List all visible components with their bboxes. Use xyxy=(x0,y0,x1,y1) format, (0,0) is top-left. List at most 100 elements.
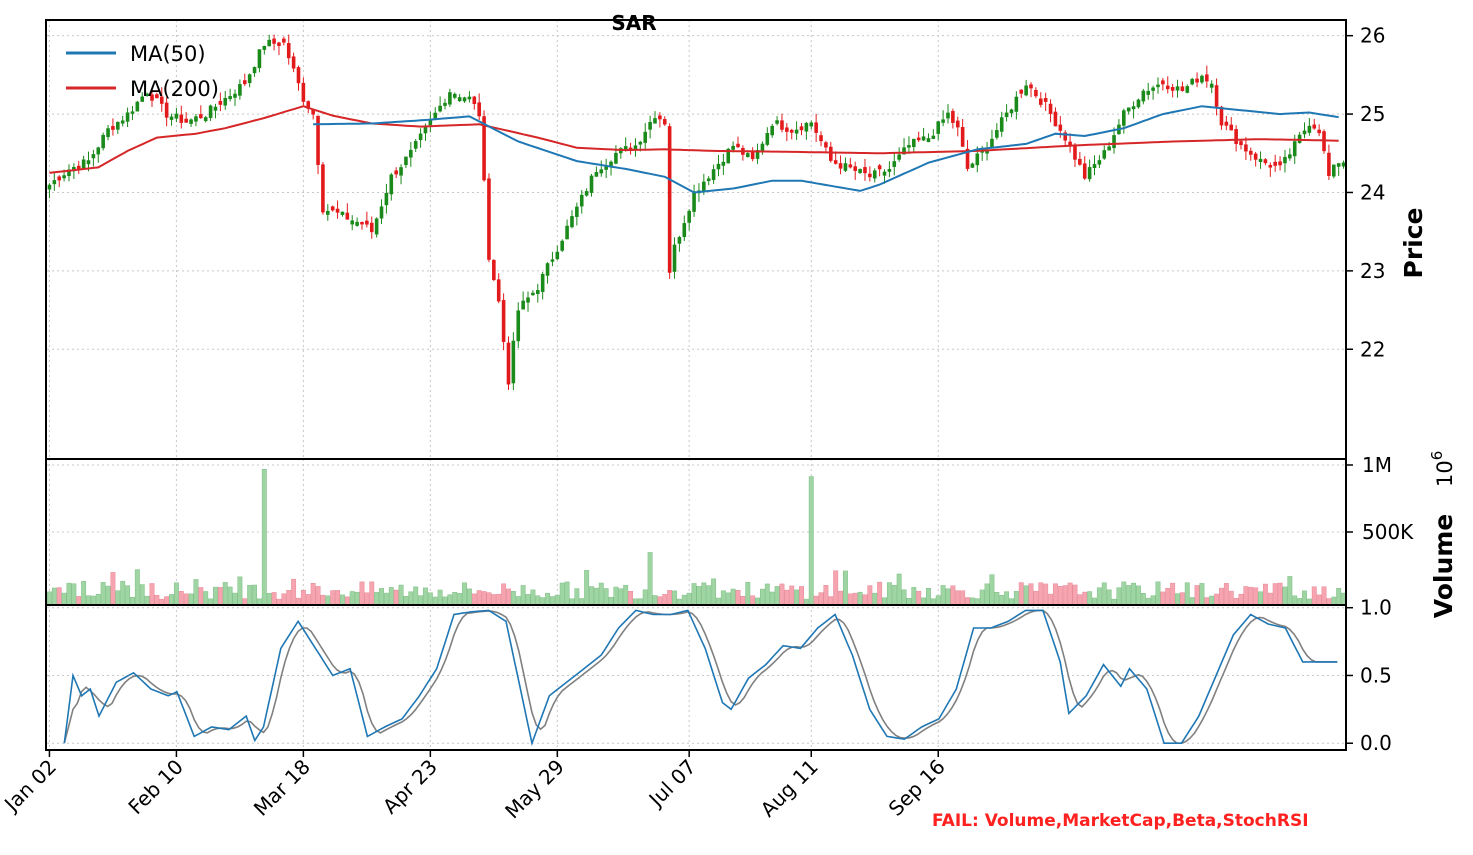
volume-bar xyxy=(813,595,819,606)
volume-bar xyxy=(81,581,87,606)
volume-bar xyxy=(222,582,228,606)
candle-body xyxy=(291,56,296,69)
volume-bar xyxy=(584,570,590,606)
candle-body xyxy=(467,96,472,100)
volume-bar xyxy=(266,593,272,606)
candle-body xyxy=(1107,146,1111,151)
candle-body xyxy=(1034,89,1038,97)
candle-body xyxy=(252,67,257,74)
volume-bar xyxy=(315,586,321,606)
volume-bar xyxy=(1267,592,1273,606)
volume-bar xyxy=(657,596,663,606)
candle-body xyxy=(296,67,301,84)
volume-bar xyxy=(593,587,599,606)
candle-body xyxy=(1097,160,1102,165)
volume-bar xyxy=(652,595,658,606)
candle-body xyxy=(496,279,501,302)
volume-bar xyxy=(833,570,839,606)
volume-bar xyxy=(149,583,155,606)
candle-body xyxy=(1180,86,1185,91)
candle-body xyxy=(404,156,408,166)
candle-body xyxy=(1219,106,1224,126)
volume-bar xyxy=(774,586,780,606)
candle-body xyxy=(692,191,696,212)
candle-body xyxy=(941,119,945,123)
volume-bar xyxy=(1116,587,1122,606)
candle-body xyxy=(282,38,286,43)
volume-bar xyxy=(1062,585,1068,606)
candle-body xyxy=(86,160,91,165)
volume-bar xyxy=(427,592,433,606)
volume-bar xyxy=(838,590,844,606)
candle-body xyxy=(311,109,315,115)
candle-body xyxy=(340,211,345,215)
volume-bar xyxy=(955,590,961,606)
volume-bar xyxy=(906,598,912,606)
volume-tick-label: 500K xyxy=(1362,520,1414,544)
volume-bar xyxy=(203,591,209,606)
volume-axis-label: Volume xyxy=(1429,514,1458,619)
volume-bar xyxy=(1160,591,1166,606)
candle-body xyxy=(706,178,711,182)
candle-body xyxy=(604,165,608,170)
volume-bar xyxy=(442,596,448,606)
volume-bar xyxy=(393,589,399,606)
candle-body xyxy=(1185,86,1190,93)
volume-bar xyxy=(1214,593,1220,606)
candle-body xyxy=(1317,129,1321,134)
volume-bar xyxy=(510,591,516,606)
candle-body xyxy=(560,240,565,251)
candle-body xyxy=(130,111,135,114)
volume-bar xyxy=(867,585,873,606)
volume-bar xyxy=(61,592,67,606)
volume-bar xyxy=(769,591,775,606)
candle-body xyxy=(750,151,755,160)
candle-body xyxy=(658,115,662,120)
volume-bars xyxy=(46,468,1347,606)
candle-body xyxy=(545,263,550,276)
candle-body xyxy=(1214,85,1219,107)
candle-body xyxy=(1292,141,1297,157)
candle-body xyxy=(638,141,643,145)
candle-body xyxy=(990,138,994,148)
volume-bar xyxy=(662,594,668,606)
candle-body xyxy=(907,145,911,148)
candle-body xyxy=(770,125,774,136)
volume-bar xyxy=(725,592,731,606)
volume-bar xyxy=(320,594,326,606)
price-panel-frame xyxy=(46,20,1346,459)
candle-body xyxy=(1146,90,1151,95)
volume-bar xyxy=(1101,582,1107,606)
candle-body xyxy=(365,220,369,225)
price-tick-label: 23 xyxy=(1360,259,1385,283)
volume-bar xyxy=(1253,587,1259,606)
volume-bar xyxy=(647,552,653,606)
volume-bar xyxy=(369,581,375,606)
volume-bar xyxy=(755,597,760,606)
candle-body xyxy=(448,92,452,105)
volume-bar xyxy=(1013,591,1019,606)
volume-bar xyxy=(1262,583,1268,606)
volume-bar xyxy=(476,590,482,606)
price-tick-label: 25 xyxy=(1360,102,1385,126)
volume-bar xyxy=(1219,587,1224,606)
candle-body xyxy=(316,115,320,165)
volume-bar xyxy=(115,590,121,606)
candle-body xyxy=(853,166,858,171)
volume-bar xyxy=(1194,585,1200,606)
legend-ma50-label: MA(50) xyxy=(130,42,206,66)
volume-bar xyxy=(823,585,829,606)
candle-body xyxy=(1248,150,1253,155)
candle-body xyxy=(721,161,726,166)
candle-body xyxy=(438,105,442,112)
candle-body xyxy=(765,133,770,145)
candle-body xyxy=(286,43,291,59)
candle-body xyxy=(516,310,521,342)
x-tick-label: Jul 07 xyxy=(643,755,701,813)
volume-bar xyxy=(969,597,975,606)
volume-bar xyxy=(379,588,384,606)
volume-bar xyxy=(1072,584,1078,606)
volume-bar xyxy=(1277,582,1283,606)
volume-bar xyxy=(120,580,126,606)
volume-bar xyxy=(232,592,238,606)
